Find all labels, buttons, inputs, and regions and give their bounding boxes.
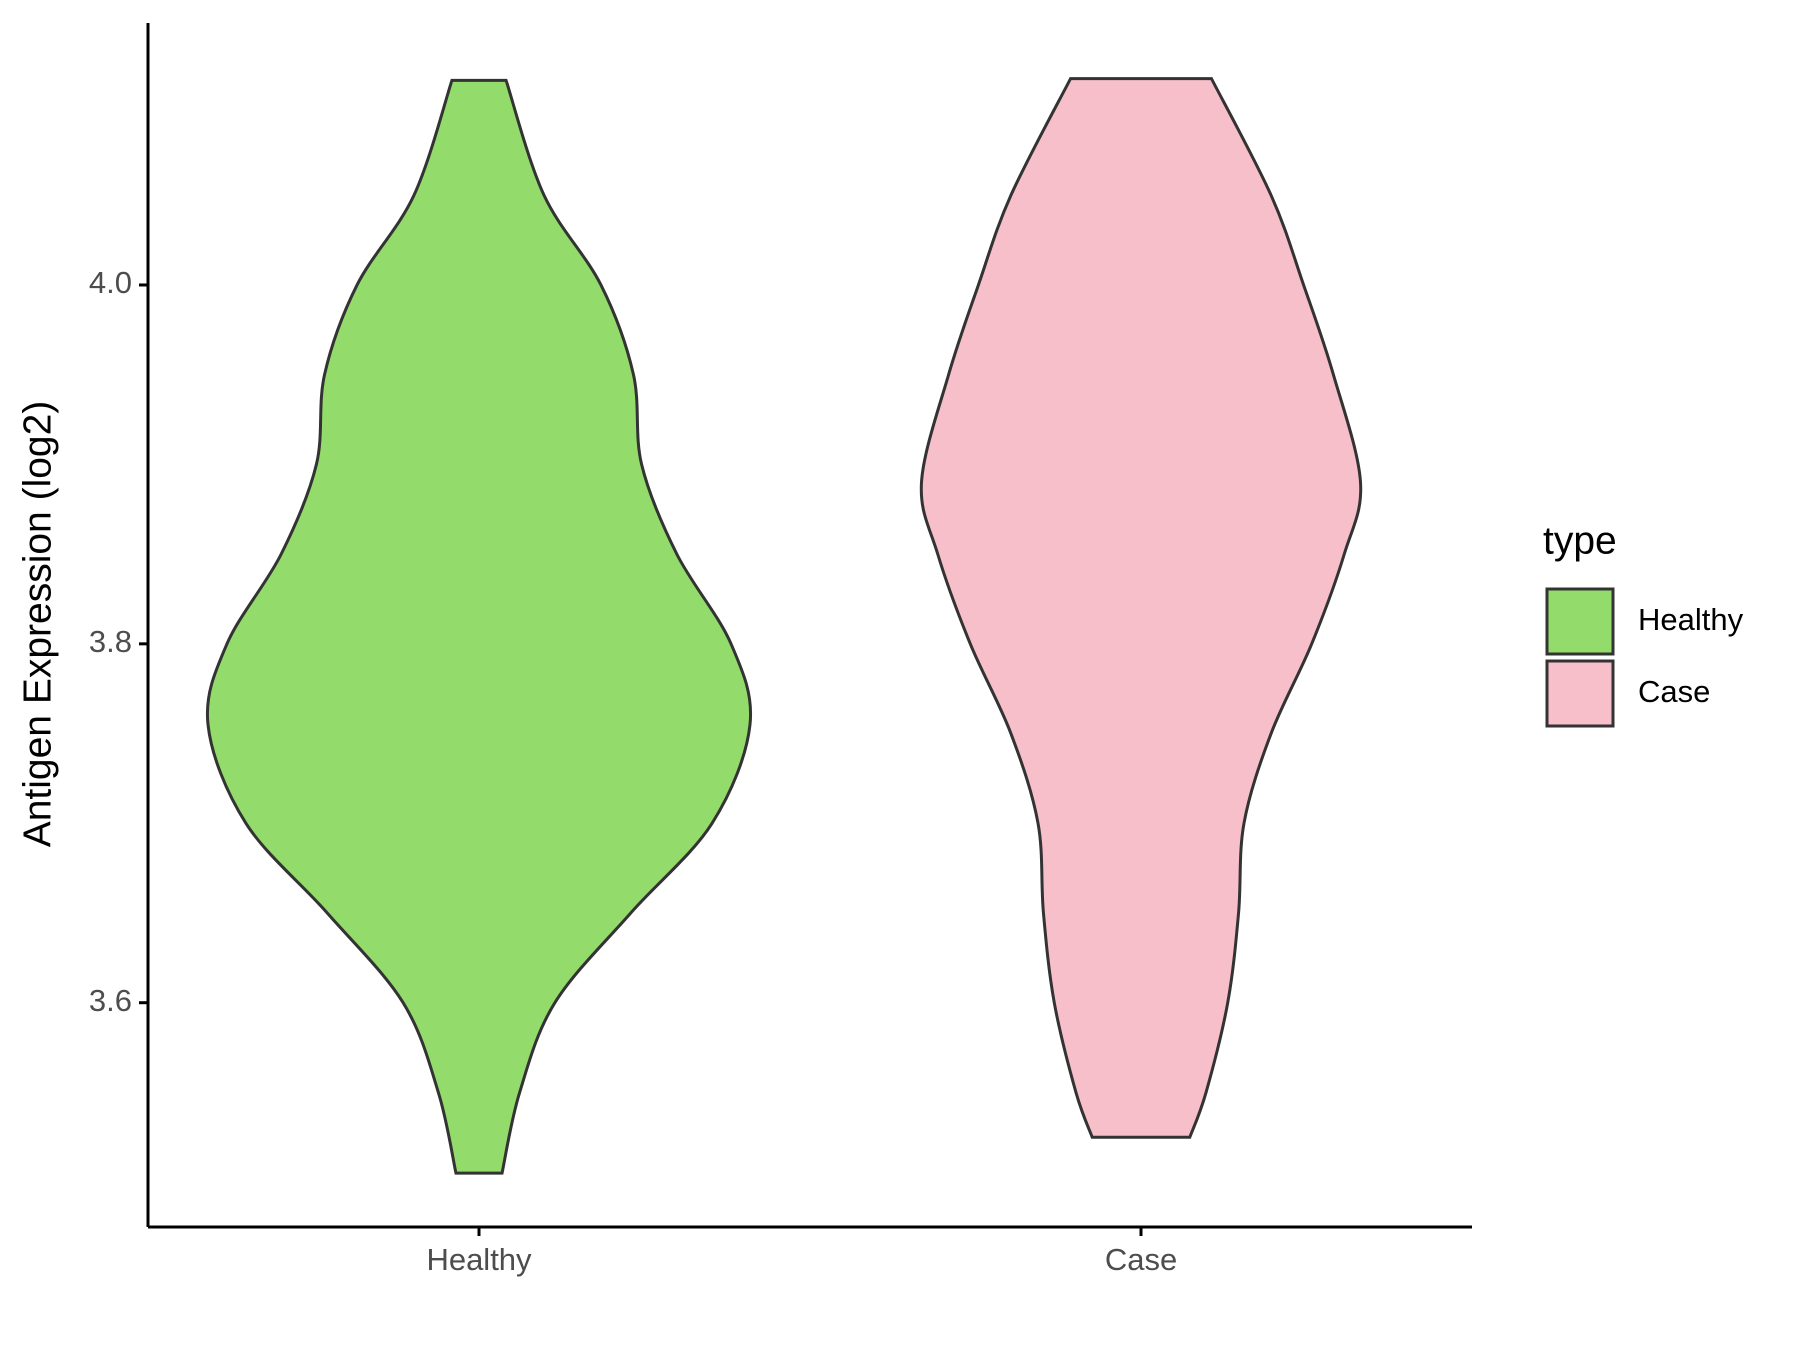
x-tick-label: Healthy — [426, 1242, 532, 1277]
violin — [919, 77, 1363, 1139]
y-tick-label: 3.6 — [89, 983, 132, 1018]
legend-key — [1545, 587, 1615, 656]
violin — [205, 78, 753, 1175]
y-tick-label: 4.0 — [89, 265, 132, 300]
legend-label: Healthy — [1638, 602, 1744, 637]
y-axis-title: Antigen Expression (log2) — [16, 401, 59, 848]
y-tick-label: 3.8 — [89, 624, 132, 659]
legend-key — [1545, 659, 1615, 728]
x-tick-label: Case — [1105, 1242, 1177, 1277]
legend-title: type — [1543, 519, 1617, 562]
legend-label: Case — [1638, 674, 1710, 709]
